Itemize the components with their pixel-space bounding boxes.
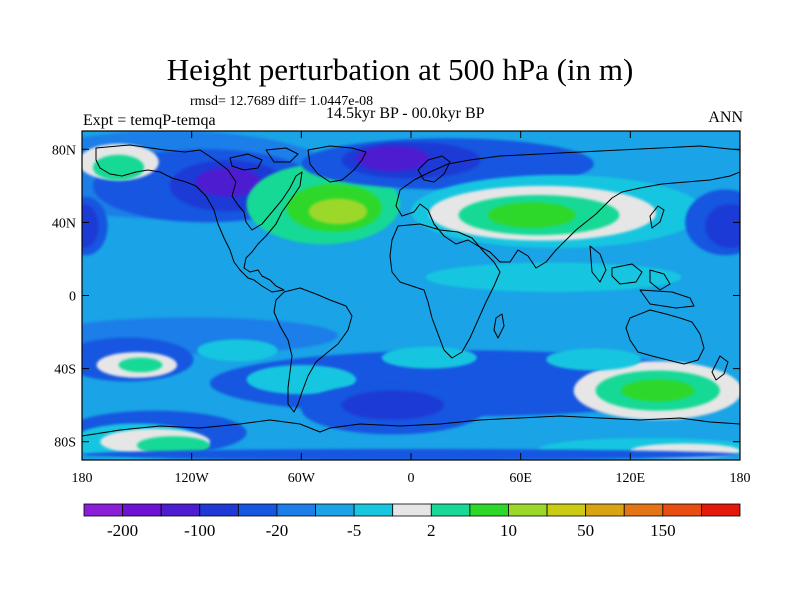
- contour-region: [356, 145, 430, 172]
- contour-region: [621, 379, 695, 402]
- contour-region: [546, 348, 642, 371]
- colorbar-swatch: [315, 503, 355, 517]
- lat-tick-label: 40S: [54, 363, 76, 378]
- coastline-eurasia: [395, 145, 740, 269]
- coastline-arctic-islands: [229, 147, 299, 171]
- colorbar-swatch: [585, 503, 625, 517]
- contour-region: [197, 339, 278, 362]
- colorbar-swatch: [237, 503, 278, 517]
- lon-tick-label: 120E: [616, 471, 646, 486]
- colorbar-swatch: [469, 503, 509, 517]
- contour-region: [425, 262, 682, 292]
- colorbar: -200 -100 -20 -5 2 10 50 150: [83, 503, 741, 540]
- coastline-north-america: [95, 144, 303, 293]
- lon-tick-label: 60W: [288, 471, 316, 486]
- coastline-antarctica: [82, 415, 740, 460]
- colorbar-label: 50: [577, 521, 594, 540]
- lat-tick-label: 0: [69, 290, 76, 305]
- colorbar-swatch: [83, 503, 123, 517]
- rmsd-stats: rmsd= 12.7689 diff= 1.0447e-08: [190, 94, 374, 109]
- colorbar-swatch: [430, 503, 471, 517]
- coastline-greenland: [307, 145, 367, 183]
- coastline-africa: [389, 223, 501, 359]
- coastline-japan: [649, 205, 665, 229]
- contour-region: [705, 204, 740, 248]
- season-label: ANN: [708, 109, 743, 126]
- contour-region: [195, 167, 262, 197]
- contour-region: [308, 198, 368, 225]
- colorbar-swatch: [701, 503, 741, 517]
- colorbar-swatch: [353, 503, 394, 517]
- colorbar-swatch: [662, 503, 702, 517]
- colorbar-label: 10: [500, 521, 517, 540]
- lat-tick-label: 80S: [54, 436, 76, 451]
- contour-region: [246, 364, 357, 395]
- contour-region: [118, 357, 163, 373]
- colorbar-label: -20: [266, 521, 289, 540]
- lon-tick-label: 60E: [509, 471, 532, 486]
- contour-region: [136, 436, 210, 455]
- coastline-australia: [625, 309, 705, 365]
- colorbar-swatch: [508, 503, 548, 517]
- colorbar-swatch: [623, 503, 664, 517]
- colorbar-swatch: [392, 503, 432, 517]
- colorbar-label: -100: [184, 521, 215, 540]
- coastline-scandinavia: [417, 155, 451, 183]
- lat-tick-label: 80N: [52, 143, 76, 158]
- coastline-new-zealand: [711, 355, 729, 381]
- colorbar-label: 2: [427, 521, 436, 540]
- colorbar-label: -5: [347, 521, 361, 540]
- colorbar-swatch: [122, 503, 162, 517]
- axis-ticks: 80N 40N 0 40S 80S 180 120W 60W 0 60E 120E 180: [52, 131, 751, 486]
- contour-region: [92, 154, 145, 181]
- lon-tick-label: 180: [72, 471, 93, 486]
- lon-tick-label: 0: [408, 471, 415, 486]
- coastline-madagascar: [493, 313, 505, 339]
- colorbar-swatch: [199, 503, 239, 517]
- contour-region: [487, 202, 576, 228]
- time-period-subtitle: 14.5kyr BP - 00.0kyr BP: [326, 105, 485, 122]
- contour-region: [341, 390, 444, 420]
- contour-region: [82, 204, 99, 248]
- experiment-label: Expt = temqP-temqa: [83, 112, 216, 129]
- page-title: Height perturbation at 500 hPa (in m): [166, 52, 634, 87]
- coastline-southeast-asia: [589, 245, 695, 309]
- lon-tick-label: 180: [730, 471, 751, 486]
- lat-tick-label: 40N: [52, 216, 76, 231]
- colorbar-label: 150: [650, 521, 676, 540]
- lon-tick-label: 120W: [175, 471, 210, 486]
- colorbar-swatch: [276, 503, 316, 517]
- coastlines: [82, 144, 740, 460]
- colorbar-swatch: [160, 503, 201, 517]
- colorbar-label: -200: [107, 521, 138, 540]
- colorbar-swatch: [546, 503, 587, 517]
- contour-region: [381, 346, 477, 369]
- coastline-south-america: [273, 287, 353, 413]
